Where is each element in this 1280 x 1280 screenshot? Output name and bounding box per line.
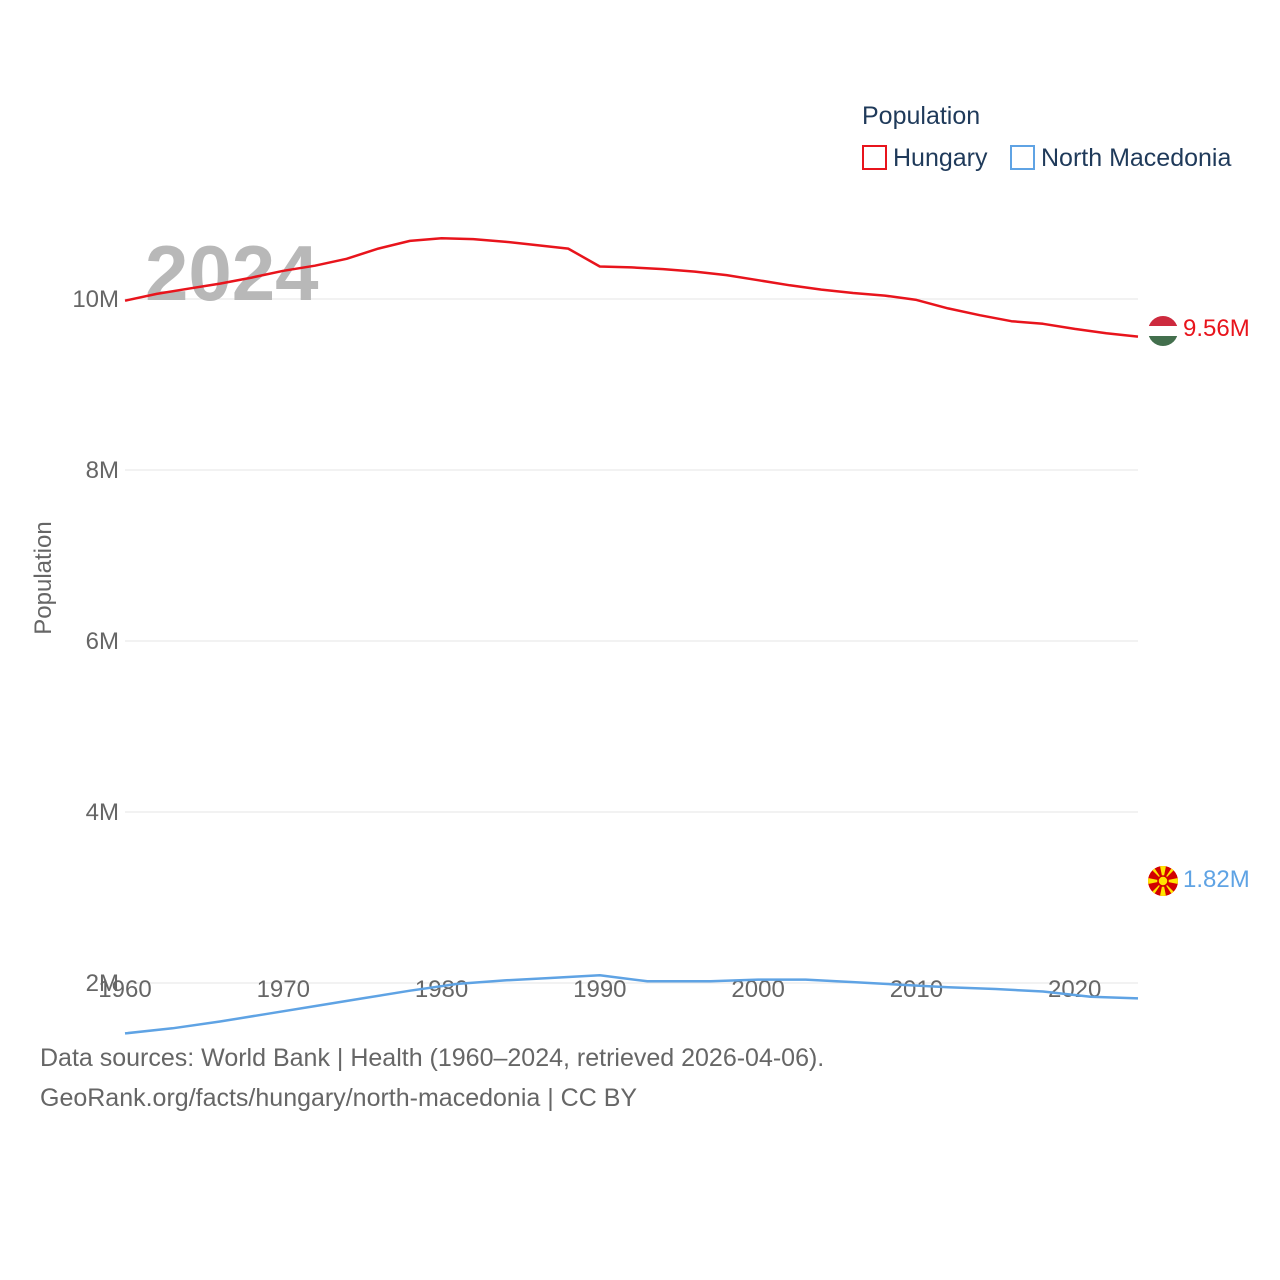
year-overlay: 2024 xyxy=(145,229,319,317)
x-tick-label: 2020 xyxy=(1048,976,1101,1003)
series-lines xyxy=(124,237,1139,1035)
series-line-north-macedonia[interactable] xyxy=(124,974,1139,1035)
legend-item-hungary[interactable]: Hungary xyxy=(862,144,988,172)
hungary-end-label: 9.56M xyxy=(1183,315,1250,342)
north-macedonia-end-marker: 1.82M xyxy=(1148,866,1250,896)
x-tick-label: 1990 xyxy=(573,976,626,1003)
y-tick-label: 8M xyxy=(86,457,119,484)
legend-label-hungary: Hungary xyxy=(893,144,988,172)
x-tick-label: 1970 xyxy=(257,976,310,1003)
north-macedonia-end-label: 1.82M xyxy=(1183,866,1250,893)
y-tick-label: 2M xyxy=(86,970,119,997)
y-tick-label: 4M xyxy=(86,799,119,826)
y-axis-title: Population xyxy=(30,521,57,634)
x-tick-label: 2010 xyxy=(890,976,943,1003)
hungary-end-marker: 9.56M xyxy=(1148,315,1250,346)
x-tick-label: 1960 xyxy=(98,976,151,1003)
source-text: Data sources: World Bank | Health (1960–… xyxy=(40,1044,825,1072)
hungary-flag-icon xyxy=(1148,316,1178,346)
y-tick-label: 10M xyxy=(72,286,119,313)
legend: Population Hungary North Macedonia xyxy=(862,102,1231,172)
legend-swatch-hungary xyxy=(862,145,887,170)
y-tick-label: 6M xyxy=(86,628,119,655)
legend-item-north-macedonia[interactable]: North Macedonia xyxy=(1010,144,1231,172)
x-axis-ticks: 1960 1970 1980 1990 2000 2010 2020 xyxy=(98,976,1101,1003)
gridlines xyxy=(125,298,1138,984)
series-line-hungary[interactable] xyxy=(124,237,1139,338)
legend-swatch-north-macedonia xyxy=(1010,145,1035,170)
north-macedonia-flag-icon xyxy=(1148,866,1178,896)
legend-title: Population xyxy=(862,102,980,130)
legend-label-north-macedonia: North Macedonia xyxy=(1041,144,1231,172)
y-axis-ticks: 2M 4M 6M 8M 10M xyxy=(72,286,119,997)
source-link[interactable]: GeoRank.org/facts/hungary/north-macedoni… xyxy=(40,1084,638,1112)
